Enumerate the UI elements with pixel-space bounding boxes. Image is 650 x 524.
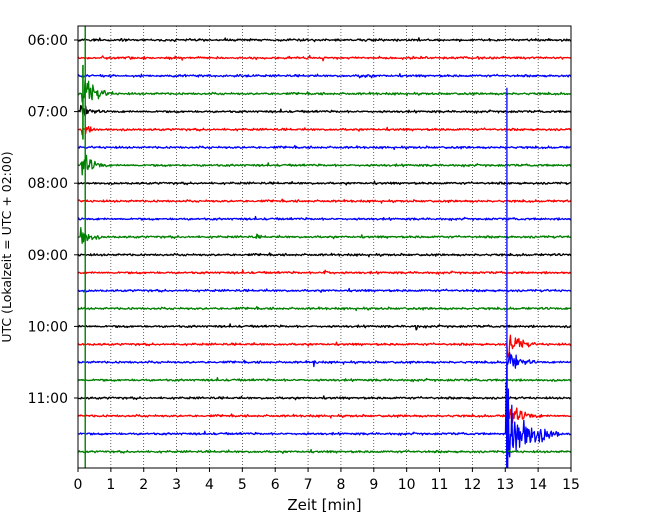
trace-line xyxy=(78,154,571,176)
trace-line xyxy=(78,381,571,468)
y-tick-label: 11:00 xyxy=(28,391,68,407)
trace-line xyxy=(78,73,571,79)
trace-line xyxy=(78,104,571,117)
x-tick-label: 7 xyxy=(304,477,313,493)
x-tick-label: 3 xyxy=(172,477,181,493)
trace-line xyxy=(78,448,571,455)
trace-line xyxy=(78,227,571,244)
trace-line xyxy=(78,334,571,358)
trace-line xyxy=(78,323,571,331)
x-tick-label: 13 xyxy=(496,477,514,493)
x-tick-label: 2 xyxy=(139,477,148,493)
trace-line xyxy=(78,215,571,222)
trace-line xyxy=(78,395,571,401)
trace-line xyxy=(78,376,571,383)
traces-group xyxy=(78,37,571,468)
x-tick-label: 12 xyxy=(463,477,481,493)
y-axis: 06:00 07:00 08:00 09:00 10:00 11:00 xyxy=(28,33,78,407)
plot-frame xyxy=(77,25,572,469)
y-tick-label: 07:00 xyxy=(28,105,68,121)
x-tick-label: 15 xyxy=(562,477,580,493)
y-tick-label: 08:00 xyxy=(28,176,68,192)
trace-line xyxy=(78,252,571,258)
y-axis-label: UTC (Lokalzeit = UTC + 02:00) xyxy=(0,151,14,342)
x-tick-label: 14 xyxy=(529,477,547,493)
x-tick-label: 5 xyxy=(238,477,247,493)
y-tick-label: 09:00 xyxy=(28,248,68,264)
trace-line xyxy=(78,180,571,186)
x-tick-label: 8 xyxy=(336,477,345,493)
x-tick-label: 4 xyxy=(205,477,214,493)
x-tick-label: 0 xyxy=(74,477,83,493)
trace-line xyxy=(78,144,571,151)
trace-line xyxy=(78,54,571,62)
y-tick-label: 10:00 xyxy=(28,319,68,335)
trace-line xyxy=(78,269,571,275)
trace-line xyxy=(78,407,571,424)
spike-group xyxy=(82,26,508,468)
trace-line xyxy=(78,125,571,136)
x-tick-label: 1 xyxy=(106,477,115,493)
y-tick-label: 06:00 xyxy=(28,33,68,49)
x-axis-label: Zeit [min] xyxy=(287,496,361,514)
trace-line xyxy=(78,198,571,204)
x-tick-label: 10 xyxy=(398,477,416,493)
trace-line xyxy=(78,79,571,103)
trace-line xyxy=(78,287,571,293)
trace-line xyxy=(78,37,571,43)
trace-line xyxy=(78,352,571,369)
x-tick-label: 11 xyxy=(431,477,449,493)
trace-line xyxy=(78,305,571,312)
x-tick-label: 6 xyxy=(271,477,280,493)
x-axis: 0 1 2 3 4 5 6 7 8 9 10 11 12 13 14 15 xyxy=(74,468,580,493)
x-tick-label: 9 xyxy=(369,477,378,493)
plot-area xyxy=(78,26,571,468)
